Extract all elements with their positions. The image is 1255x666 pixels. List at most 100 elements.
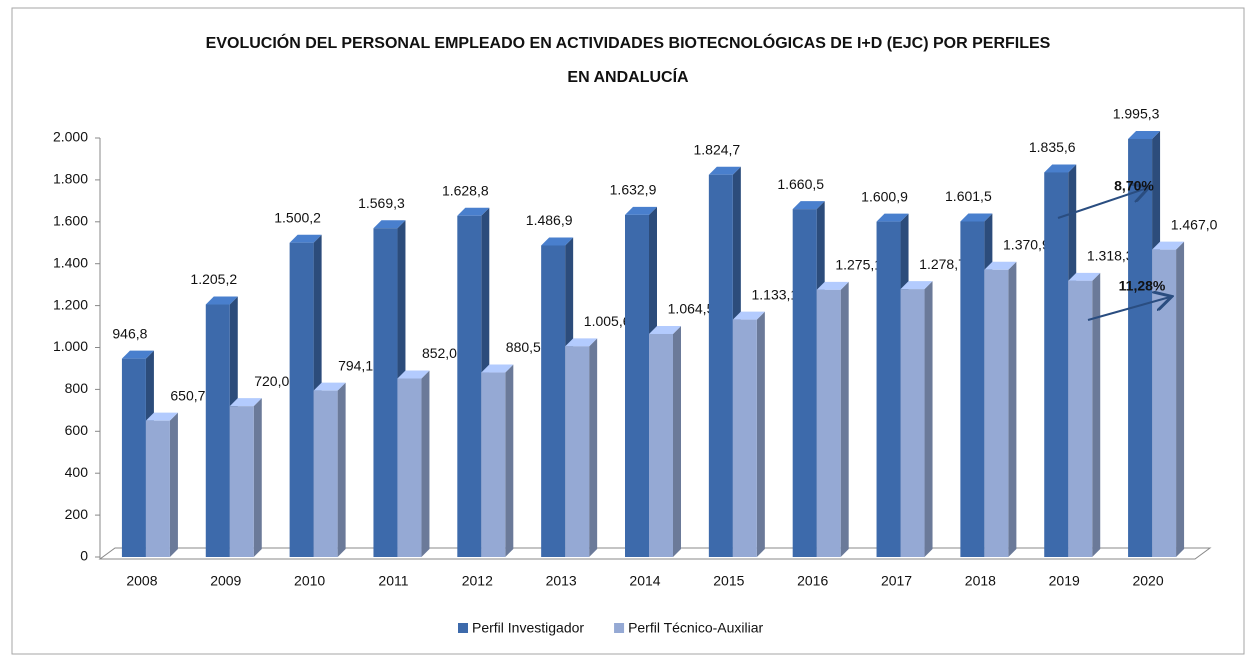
bar-top	[625, 206, 657, 215]
data-label: 650,7	[170, 387, 205, 403]
data-label: 880,5	[506, 339, 541, 355]
data-label: 1.278,7	[919, 256, 966, 272]
data-label: 1.318,3	[1087, 248, 1134, 264]
bar-top	[1152, 241, 1185, 250]
x-tick-label: 2019	[1049, 573, 1080, 589]
bar-top	[1128, 130, 1161, 139]
x-tick-label: 2015	[713, 573, 744, 589]
legend-label: Perfil Técnico-Auxiliar	[628, 620, 763, 636]
data-label: 1.205,2	[190, 271, 237, 287]
bar	[1068, 280, 1093, 557]
data-label: 1.824,7	[693, 141, 740, 157]
data-label: 1.275,1	[835, 257, 882, 273]
legend-swatch	[614, 623, 625, 633]
y-tick-label: 1.000	[53, 338, 88, 354]
bar-top	[313, 382, 346, 391]
bar-side	[1176, 241, 1185, 557]
data-label: 1.660,5	[777, 176, 824, 192]
chart-title: EN ANDALUCÍA	[567, 67, 689, 86]
bar-side	[253, 398, 262, 557]
data-label: 1.632,9	[610, 182, 657, 198]
bar-top	[205, 296, 238, 305]
bar	[373, 228, 398, 558]
annotation-arrow	[1087, 297, 1170, 321]
y-tick-label: 1.400	[53, 254, 88, 270]
legend-label: Perfil Investigador	[472, 620, 584, 636]
x-tick-label: 2011	[378, 573, 408, 589]
y-tick-label: 800	[65, 380, 89, 396]
x-tick-label: 2012	[462, 573, 493, 589]
data-label: 1.569,3	[358, 195, 405, 211]
data-label: 1.370,9	[1003, 236, 1050, 252]
bar-side	[1092, 272, 1101, 557]
bar	[121, 358, 146, 557]
bar	[1152, 249, 1177, 557]
bar-side	[337, 382, 346, 557]
x-tick-label: 2016	[797, 573, 828, 589]
data-label: 1.628,8	[442, 182, 489, 198]
bar	[457, 215, 482, 557]
bar	[481, 372, 506, 557]
bar	[876, 221, 901, 557]
bar	[565, 346, 590, 557]
y-tick-label: 0	[80, 548, 88, 564]
data-label: 1.064,5	[668, 301, 715, 317]
bar-top	[984, 261, 1017, 270]
bar	[708, 174, 733, 558]
x-tick-label: 2014	[629, 573, 660, 589]
annotation: 11,28%	[1119, 278, 1166, 294]
bar-side	[169, 412, 178, 557]
bar-side	[589, 338, 598, 557]
bar-top	[289, 234, 322, 243]
bar-side	[673, 325, 681, 557]
bar	[732, 319, 757, 557]
data-label: 1.467,0	[1171, 216, 1218, 232]
bar	[289, 242, 314, 557]
bar	[145, 420, 170, 557]
x-tick-label: 2020	[1132, 573, 1163, 589]
x-tick-label: 2009	[210, 573, 241, 589]
bar	[313, 390, 338, 557]
bar-top	[900, 281, 933, 290]
bar-top	[1044, 164, 1077, 173]
x-tick-label: 2013	[546, 573, 577, 589]
bar	[960, 221, 985, 557]
y-tick-label: 1.200	[53, 296, 88, 312]
bar	[984, 269, 1009, 557]
x-tick-label: 2010	[294, 573, 325, 589]
bar-side	[924, 281, 933, 557]
bar-top	[397, 370, 430, 379]
bar-top	[1068, 272, 1101, 281]
bar-top	[792, 201, 825, 210]
bar-top	[565, 338, 598, 347]
bar-top	[145, 412, 178, 421]
y-tick-label: 1.800	[53, 171, 88, 187]
x-tick-label: 2018	[965, 573, 996, 589]
x-tick-label: 2017	[881, 573, 912, 589]
bar-side	[840, 281, 849, 557]
bar	[397, 378, 422, 557]
annotation-arrow	[1057, 188, 1147, 219]
bar	[649, 333, 673, 557]
data-label: 1.600,9	[861, 188, 908, 204]
bar-top	[649, 325, 681, 334]
bar	[816, 289, 841, 557]
y-tick-label: 1.600	[53, 213, 88, 229]
bar	[625, 214, 649, 557]
bar-side	[756, 311, 765, 557]
data-label: 1.601,5	[945, 188, 992, 204]
bar-top	[876, 213, 909, 222]
chart-title: EVOLUCIÓN DEL PERSONAL EMPLEADO EN ACTIV…	[206, 33, 1051, 52]
data-label: 1.005,6	[584, 313, 631, 329]
bar-top	[457, 207, 490, 216]
data-label: 946,8	[112, 325, 147, 341]
annotation: 8,70%	[1114, 178, 1154, 194]
bar-side	[1008, 261, 1017, 557]
bar-side	[505, 364, 514, 557]
bar	[205, 304, 230, 557]
bar-top	[541, 237, 574, 246]
bar	[792, 209, 817, 557]
y-tick-label: 2.000	[53, 129, 88, 145]
data-label: 1.995,3	[1113, 106, 1160, 122]
